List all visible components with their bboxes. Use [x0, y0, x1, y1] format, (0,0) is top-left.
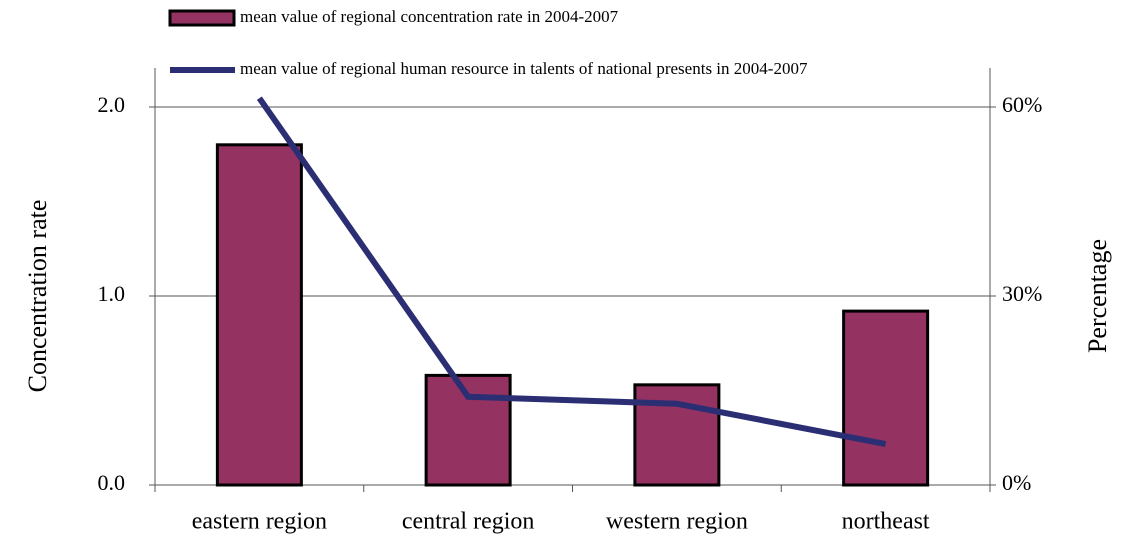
- y2-tick-label: 0%: [1002, 470, 1031, 495]
- legend-label: mean value of regional human resource in…: [240, 59, 808, 78]
- y-axis-title: Concentration rate: [23, 200, 52, 393]
- y2-tick-label: 30%: [1002, 281, 1042, 306]
- y-tick-label: 2.0: [98, 92, 126, 117]
- bar: [842, 309, 930, 487]
- y-tick-label: 0.0: [98, 470, 126, 495]
- x-tick-label: eastern region: [192, 509, 327, 535]
- line: [256, 96, 887, 447]
- legend-label: mean value of regional concentration rat…: [240, 7, 619, 26]
- x-tick-label: western region: [606, 509, 748, 535]
- x-tick-label: northeast: [842, 509, 930, 535]
- y-tick-label: 1.0: [98, 281, 126, 306]
- y2-axis-title: Percentage: [1083, 239, 1112, 353]
- legend-swatch: [168, 9, 236, 27]
- x-tick-label: central region: [402, 509, 535, 535]
- bar: [215, 143, 303, 487]
- y2-tick-label: 60%: [1002, 92, 1042, 117]
